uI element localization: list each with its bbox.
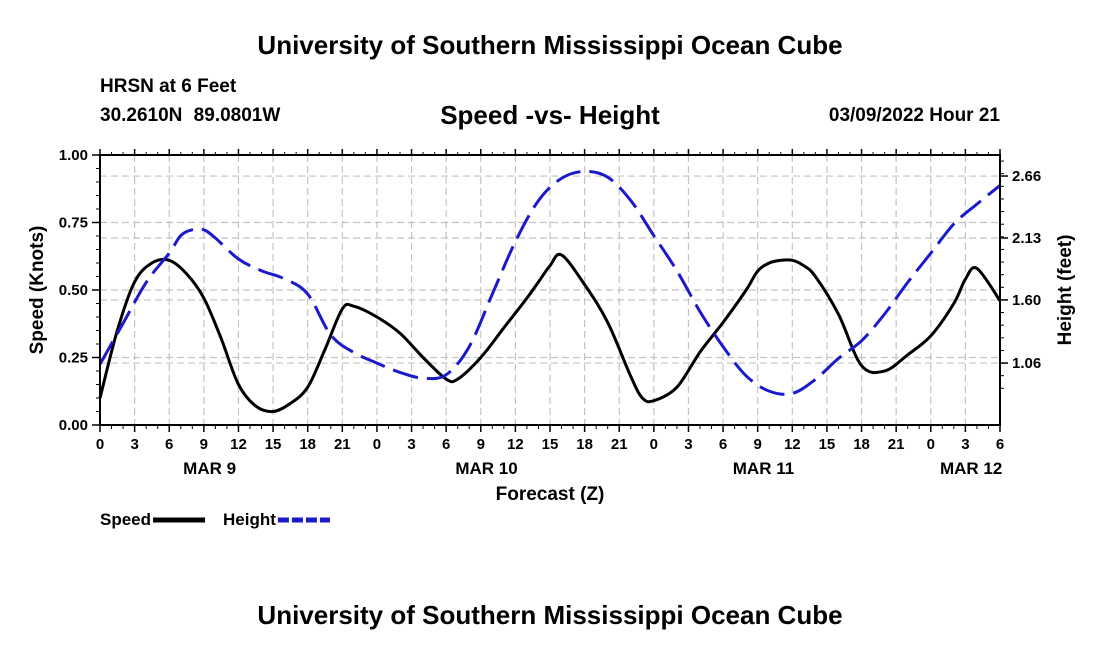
x-tick-label: 6 [442, 436, 450, 453]
legend: Speed Height [100, 510, 330, 529]
x-tick-label: 21 [888, 436, 905, 453]
x-tick-label: 21 [611, 436, 628, 453]
grid [100, 155, 1000, 425]
coordinates-label: 30.2610N 89.0801W [100, 105, 281, 126]
date-label: MAR 10 [455, 459, 517, 478]
x-tick-label: 12 [230, 436, 247, 453]
date-label: MAR 11 [733, 459, 794, 478]
legend-label-speed: Speed [100, 510, 151, 529]
y-left-tick-label: 0.00 [59, 417, 88, 434]
x-tick-label: 6 [996, 436, 1004, 453]
y-left-axis-title: Speed (Knots) [27, 226, 48, 355]
legend-label-height: Height [223, 510, 276, 529]
x-tick-label: 9 [754, 436, 762, 453]
speed-series-line [98, 252, 1002, 414]
x-tick-label: 0 [927, 436, 935, 453]
x-tick-label: 12 [507, 436, 524, 453]
y-left-tick-label: 1.00 [59, 147, 88, 164]
x-tick-label: 18 [853, 436, 870, 453]
y-right-tick-label: 2.13 [1012, 230, 1041, 247]
page-title: University of Southern Mississippi Ocean… [257, 30, 843, 60]
x-tick-label: 6 [165, 436, 173, 453]
date-label: MAR 12 [940, 459, 1002, 478]
x-tick-label: 3 [130, 436, 138, 453]
series-group [98, 169, 1002, 414]
y-left-tick-label: 0.75 [59, 215, 88, 232]
x-tick-label: 0 [650, 436, 658, 453]
x-tick-label: 6 [719, 436, 727, 453]
date-label: MAR 9 [183, 459, 236, 478]
y-right-axis-title: Height (feet) [1055, 235, 1076, 346]
x-tick-label: 18 [576, 436, 593, 453]
x-tick-label: 15 [265, 436, 282, 453]
station-label: HRSN at 6 Feet [100, 76, 237, 97]
speed-height-chart: 0 3 6 9 12 15 18 21 0 3 6 9 12 15 18 21 0 3 6 9 12 15 18 21 0 3 6M… [27, 147, 1076, 529]
y-left-tick-label: 0.25 [59, 350, 88, 367]
x-tick-label: 3 [684, 436, 692, 453]
y-right-tick-label: 1.06 [1012, 355, 1041, 372]
x-tick-label: 0 [96, 436, 104, 453]
chart-title: Speed -vs- Height [440, 100, 660, 130]
x-tick-label: 15 [542, 436, 559, 453]
x-tick-label: 3 [407, 436, 415, 453]
x-tick-label: 12 [784, 436, 801, 453]
x-tick-label: 21 [334, 436, 351, 453]
y-right-tick-label: 2.66 [1012, 168, 1041, 185]
x-axis-title: Forecast (Z) [496, 484, 605, 505]
y-right-tick-label: 1.60 [1012, 292, 1041, 309]
timestamp-label: 03/09/2022 Hour 21 [828, 105, 1000, 126]
y-left-tick-label: 0.50 [59, 282, 88, 299]
x-tick-label: 0 [373, 436, 381, 453]
footer-title: University of Southern Mississippi Ocean… [257, 600, 843, 630]
x-tick-label: 18 [299, 436, 316, 453]
x-tick-label: 15 [819, 436, 836, 453]
x-tick-label: 3 [961, 436, 969, 453]
x-tick-label: 9 [200, 436, 208, 453]
x-tick-label: 9 [477, 436, 485, 453]
axes: 0 3 6 9 12 15 18 21 0 3 6 9 12 15 18 21 0 3 6 9 12 15 18 21 0 3 6M… [27, 147, 1076, 505]
height-series-line [98, 169, 1001, 396]
